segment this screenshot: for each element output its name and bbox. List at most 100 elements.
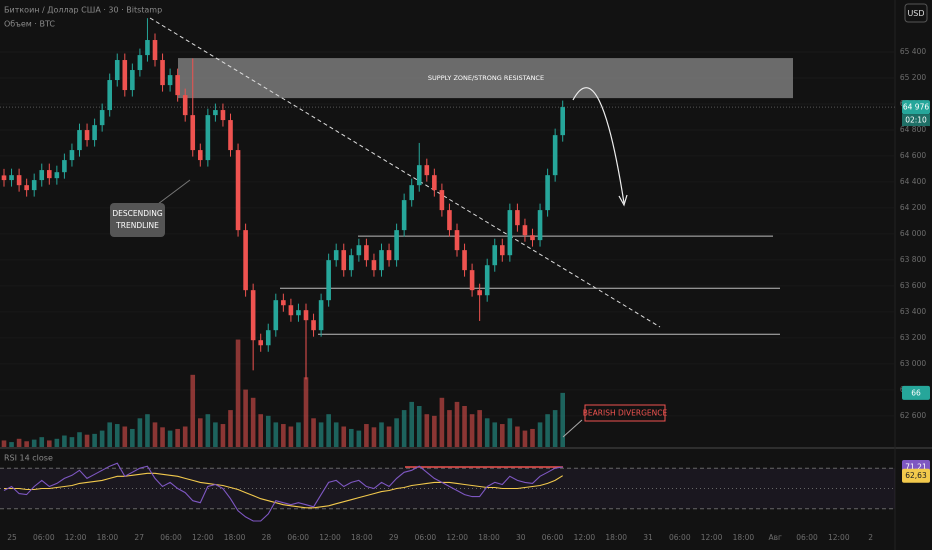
volume-bar (500, 424, 505, 447)
x-tick-label: 18:00 (97, 533, 119, 542)
y-tick-label: 63 000 (900, 359, 926, 368)
volume-badge-bg (902, 385, 930, 400)
candle-body (356, 245, 362, 256)
callout-box (110, 203, 165, 237)
candle-body (537, 210, 543, 241)
candle-body (469, 270, 475, 291)
candle-body (288, 305, 294, 316)
y-tick-label: 65 400 (900, 47, 926, 56)
candle-body (303, 310, 309, 321)
volume-bar (318, 422, 324, 447)
x-tick-label: 12:00 (192, 533, 214, 542)
x-tick-label: 18:00 (351, 533, 373, 542)
candle-body (160, 60, 165, 86)
candle-body (454, 230, 460, 251)
arrow-head (618, 194, 628, 207)
volume-bar (39, 437, 45, 447)
volume-bar (484, 418, 490, 447)
x-tick-label: 30 (516, 533, 526, 542)
candle-body (484, 265, 490, 296)
volume-bar (341, 426, 347, 447)
volume-bar (145, 414, 150, 447)
candle-body (243, 230, 248, 291)
x-tick-label: 12:00 (828, 533, 850, 542)
candle-body (379, 250, 384, 271)
volume-bar (416, 405, 422, 447)
volume-bar (515, 426, 520, 447)
candle-body (9, 175, 14, 181)
volume-bar (326, 414, 331, 447)
volume-bar (220, 424, 226, 447)
candle-body (16, 175, 22, 186)
candle-body (394, 230, 399, 261)
volume-bar (469, 414, 475, 447)
candle-body (333, 250, 339, 261)
y-tick-label: 64 600 (900, 151, 926, 160)
candle-body (552, 135, 558, 176)
candle-body (182, 95, 188, 116)
chart-title: Биткоин / Доллар США · 30 · Bitstamp (4, 6, 162, 15)
currency-button[interactable] (904, 3, 928, 23)
x-tick-label: 06:00 (796, 533, 818, 542)
volume-bar (492, 422, 498, 447)
volume-bar (130, 428, 135, 447)
x-tick-label: 18:00 (224, 533, 246, 542)
candle-body (190, 115, 196, 151)
volume-bar (454, 401, 460, 447)
x-tick-label: 12:00 (701, 533, 723, 542)
volume-bar (507, 418, 513, 447)
trendline (149, 17, 661, 328)
volume-bar (69, 437, 75, 447)
candle-body (265, 330, 271, 346)
volume-bar (432, 415, 437, 447)
x-tick-label: 18:00 (605, 533, 627, 542)
candle-body (439, 190, 445, 211)
volume-bar (462, 405, 467, 447)
rsi-ma-line (4, 472, 563, 509)
candle-body (114, 60, 120, 81)
candle-body (84, 130, 90, 141)
countdown: 02:10 (905, 116, 927, 125)
callout-text: BEARISH DIVERGENCE (583, 409, 668, 418)
candle-body (401, 200, 407, 231)
countdown-bg (902, 114, 930, 127)
volume-bar (182, 426, 188, 447)
volume-bar (54, 438, 60, 447)
candle-body (326, 260, 331, 301)
volume-bar (190, 374, 196, 447)
currency[interactable]: USD (907, 9, 924, 18)
candle-body (500, 245, 505, 256)
x-tick-label: 29 (389, 533, 399, 542)
candle-body (137, 55, 143, 71)
candle-body (515, 210, 520, 226)
x-tick-label: Авг (768, 533, 782, 542)
candle-body (371, 260, 377, 271)
candle-body (152, 40, 158, 61)
candle-body (39, 170, 45, 181)
y-tick-label: 63 400 (900, 307, 926, 316)
volume-bar (107, 422, 112, 447)
x-tick-label: 18:00 (733, 533, 755, 542)
volume-bar (386, 426, 392, 447)
volume-bar (296, 422, 301, 447)
volume-bar (288, 426, 294, 447)
candle-body (386, 250, 392, 261)
rsi-ma-badge: 62,63 (905, 471, 927, 480)
candle-body (409, 185, 414, 201)
volume-bar (250, 397, 256, 447)
candle-body (1, 175, 7, 181)
candle-body (31, 180, 37, 191)
volume-bar (522, 430, 528, 447)
x-tick-label: 12:00 (65, 533, 87, 542)
candle-body (424, 165, 430, 176)
x-tick-label: 18:00 (478, 533, 500, 542)
candle-body (213, 110, 218, 116)
volume-bar (447, 410, 452, 447)
y-tick-label: 63 200 (900, 333, 926, 342)
x-tick-label: 06:00 (160, 533, 182, 542)
x-tick-label: 28 (262, 533, 272, 542)
y-tick-label: 62 600 (900, 411, 926, 420)
volume-bar (213, 422, 218, 447)
volume-bar (114, 424, 120, 447)
